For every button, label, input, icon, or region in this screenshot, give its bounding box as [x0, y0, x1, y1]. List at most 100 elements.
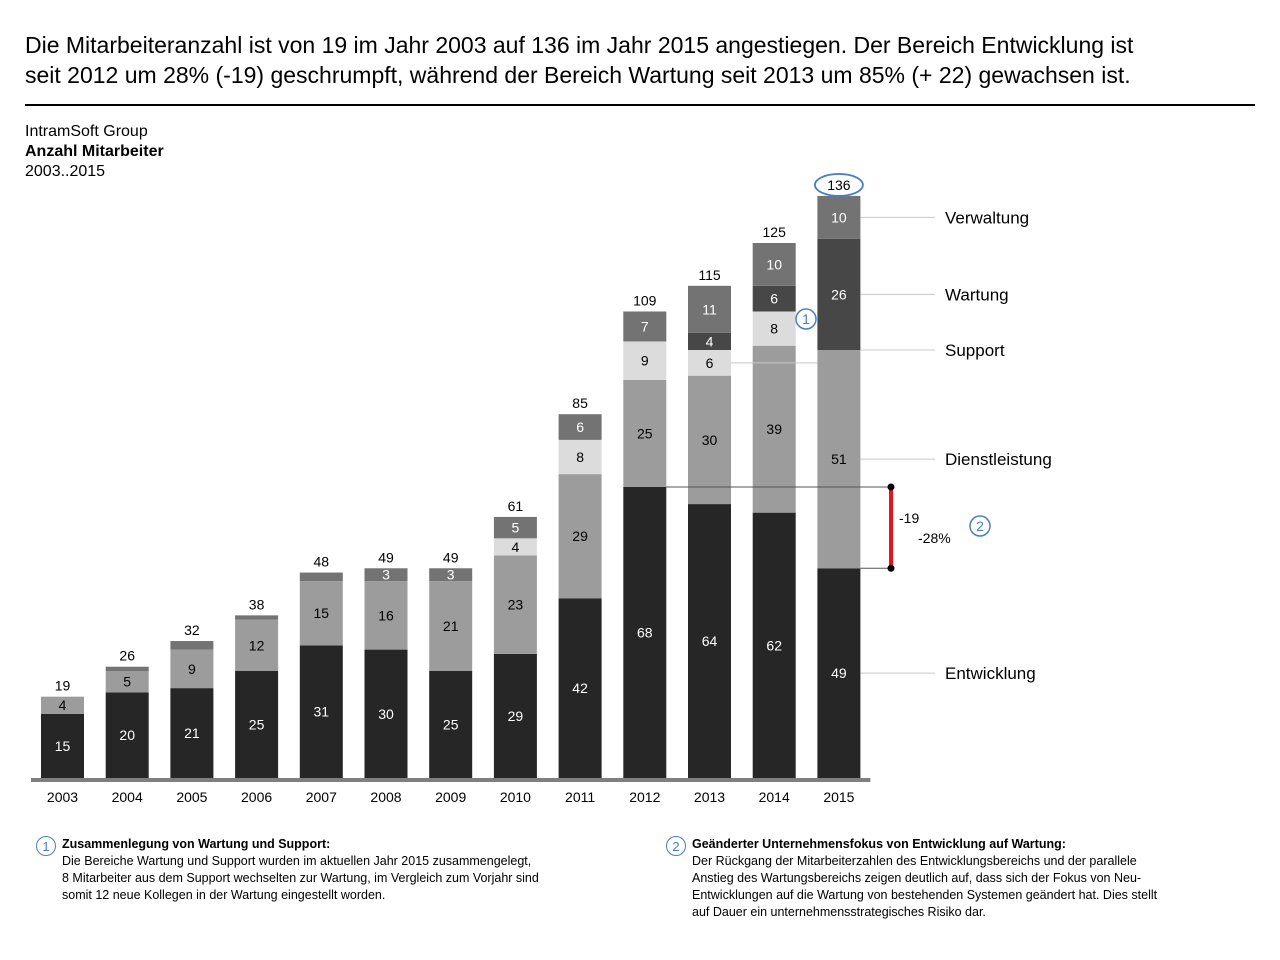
total-label: 109	[633, 292, 657, 308]
bar-segment-entwicklung	[688, 504, 731, 778]
category-label: 2014	[759, 789, 790, 805]
total-label: 49	[378, 549, 394, 565]
x-axis-baseline	[31, 778, 871, 782]
bar-segment-verwaltung	[688, 285, 731, 333]
note-1-line: Die Bereiche Wartung und Support wurden …	[62, 854, 532, 868]
headline-line-2: seit 2012 um 28% (-19) geschrumpft, währ…	[25, 62, 1131, 88]
segment-label: 29	[508, 708, 524, 724]
total-label: 61	[508, 498, 524, 514]
segment-label: 25	[443, 717, 459, 733]
bar-segment-dienstleistung	[752, 345, 796, 513]
bar-segment-verwaltung	[299, 572, 343, 582]
segment-label: 26	[831, 286, 847, 302]
category-label: 2015	[823, 789, 854, 805]
difference-delta-label: -19	[899, 510, 919, 526]
difference-percent-label: -28%	[918, 530, 951, 546]
segment-label: 5	[123, 674, 131, 690]
total-label: 38	[249, 596, 265, 612]
note-1-line: 8 Mitarbeiter aus dem Support wechselten…	[62, 871, 539, 885]
bar-segment-entwicklung	[170, 688, 214, 778]
segment-label: 7	[641, 318, 649, 334]
note-2-line: Entwicklungen auf die Wartung von besteh…	[692, 888, 1158, 902]
bar-segment-entwicklung	[429, 671, 473, 778]
bar-segment-verwaltung	[105, 666, 149, 671]
category-label: 2003	[47, 789, 78, 805]
note-2-line: auf Dauer ein unternehmensstrategisches …	[692, 905, 986, 919]
period: 2003..2015	[25, 163, 106, 180]
bar-segment-entwicklung	[299, 645, 343, 778]
series-label-wartung: Wartung	[945, 285, 1009, 304]
total-label: 19	[55, 678, 71, 694]
headline-line-1: Die Mitarbeiteranzahl ist von 19 im Jahr…	[25, 32, 1134, 58]
bar-segment-dienstleistung	[105, 671, 149, 693]
total-label: 49	[443, 549, 459, 565]
bar-segment-entwicklung	[558, 598, 602, 778]
bar-segment-support	[623, 341, 667, 380]
segment-label: 10	[831, 209, 847, 225]
series-label-entwicklung: Entwicklung	[945, 664, 1036, 683]
segment-label: 3	[447, 567, 455, 583]
category-label: 2009	[435, 789, 466, 805]
segment-label: 29	[572, 528, 588, 544]
segment-label: 3	[382, 567, 390, 583]
segment-label: 62	[766, 637, 782, 653]
bar-segment-support	[752, 311, 796, 346]
total-label: 136	[827, 177, 851, 193]
bar-segment-dienstleistung	[429, 581, 473, 671]
segment-label: 12	[249, 637, 265, 653]
marker-2-label: 2	[976, 518, 984, 534]
note-1: 1 Zusammenlegung von Wartung und Support…	[36, 836, 626, 904]
bar-segment-support	[558, 439, 602, 475]
headline-divider	[25, 104, 1255, 106]
bar-segment-dienstleistung	[364, 581, 408, 650]
bar-segment-verwaltung	[429, 568, 473, 582]
note-2-title: Geänderter Unternehmensfokus von Entwick…	[692, 837, 1066, 851]
bar-segment-verwaltung	[817, 195, 861, 239]
bar-segment-wartung	[752, 285, 796, 312]
note-2-line: Der Rückgang der Mitarbeiterzahlen des E…	[692, 854, 1137, 868]
chart-subtitle: IntramSoft Group Anzahl Mitarbeiter 2003…	[25, 122, 164, 182]
segment-label: 68	[637, 624, 653, 640]
segment-label: 15	[314, 605, 330, 621]
segment-label: 25	[249, 717, 265, 733]
bar-segment-dienstleistung	[235, 619, 279, 671]
segment-label: 6	[706, 355, 714, 371]
category-label: 2010	[500, 789, 531, 805]
series-label-dienstleistung: Dienstleistung	[945, 450, 1052, 469]
segment-label: 15	[55, 738, 71, 754]
segment-label: 8	[576, 449, 584, 465]
segment-label: 11	[702, 301, 717, 317]
headline: Die Mitarbeiteranzahl ist von 19 im Jahr…	[25, 30, 1260, 90]
segment-label: 49	[831, 665, 847, 681]
bar-segment-dienstleistung	[41, 696, 84, 714]
category-label: 2007	[306, 789, 337, 805]
marker-2-circle	[969, 515, 991, 537]
total-label: 115	[698, 267, 721, 283]
note-2-marker: 2	[666, 836, 686, 856]
segment-label: 9	[641, 353, 649, 369]
category-label: 2004	[112, 789, 143, 805]
segment-label: 4	[512, 539, 520, 555]
segment-label: 8	[770, 321, 778, 337]
bar-segment-dienstleistung	[817, 350, 861, 569]
bar-segment-entwicklung	[817, 568, 861, 778]
segment-label: 30	[702, 432, 718, 448]
segment-label: 64	[702, 633, 718, 649]
series-label-verwaltung: Verwaltung	[945, 208, 1029, 227]
bar-segment-entwicklung	[623, 486, 667, 778]
segment-label: 21	[443, 618, 459, 634]
bar-segment-entwicklung	[752, 512, 796, 778]
series-label-support: Support	[945, 341, 1005, 360]
bar-segment-dienstleistung	[688, 375, 731, 505]
note-1-line: somit 12 neue Kollegen in der Wartung ei…	[62, 888, 386, 902]
marker-1-circle	[795, 308, 817, 330]
total-label: 32	[184, 622, 200, 638]
note-2: 2 Geänderter Unternehmensfokus von Entwi…	[666, 836, 1246, 921]
bar-segment-wartung	[817, 238, 861, 350]
bar-segment-dienstleistung	[170, 649, 214, 689]
total-label: 85	[572, 395, 588, 411]
segment-label: 42	[572, 680, 588, 696]
segment-label: 25	[637, 425, 653, 441]
bar-segment-entwicklung	[364, 649, 408, 778]
bar-segment-dienstleistung	[558, 474, 602, 599]
